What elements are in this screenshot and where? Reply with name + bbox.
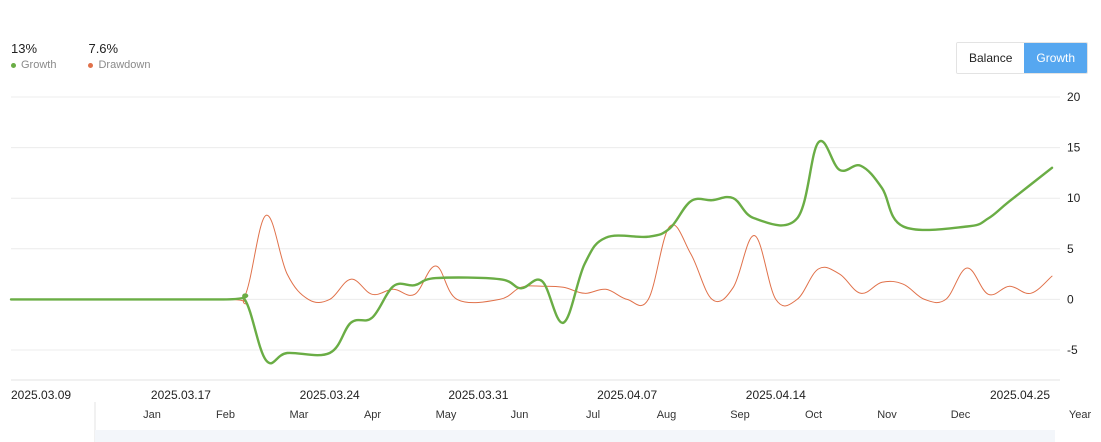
navigator-tick-label[interactable]: Mar <box>290 409 309 421</box>
navigator-tick-label[interactable]: Feb <box>216 409 235 421</box>
drawdown-dot-icon <box>88 62 94 68</box>
growth-series-line <box>9 139 1054 365</box>
growth-stat: 13% Growth <box>11 40 56 72</box>
balance-button[interactable]: Balance <box>957 43 1025 73</box>
navigator-tick-label[interactable]: Oct <box>805 409 822 421</box>
y-tick-label: 5 <box>1067 242 1074 256</box>
navigator-track <box>95 430 1055 442</box>
navigator-tick-label[interactable]: Aug <box>657 409 677 421</box>
x-tick-label: 2025.04.07 <box>597 388 657 402</box>
navigator-tick-label[interactable]: Nov <box>877 409 897 421</box>
growth-dot-icon <box>11 62 16 68</box>
y-tick-label: 0 <box>1067 292 1074 306</box>
growth-legend[interactable]: Growth <box>11 58 56 72</box>
navigator-tick-label[interactable]: May <box>436 409 457 421</box>
navigator-tick-label[interactable]: Dec <box>951 409 971 421</box>
drawdown-label: Drawdown <box>98 59 151 71</box>
growth-label: Growth <box>21 59 57 71</box>
navigator-tick-label[interactable]: Year <box>1069 409 1092 421</box>
navigator-tick-label[interactable]: Jul <box>586 409 600 421</box>
y-tick-label: -5 <box>1067 343 1078 357</box>
y-tick-label: 10 <box>1067 191 1081 205</box>
x-tick-label: 2025.04.25 <box>990 388 1050 402</box>
drawdown-legend[interactable]: Drawdown <box>88 58 150 72</box>
x-tick-label: 2025.03.09 <box>11 388 71 402</box>
drawdown-series-line <box>10 214 1053 307</box>
navigator-tick-label[interactable]: Jun <box>511 409 529 421</box>
chart-mode-toggle: Balance Growth <box>956 42 1089 74</box>
x-tick-label: 2025.03.17 <box>151 388 211 402</box>
growth-button[interactable]: Growth <box>1024 43 1088 73</box>
summary-stats: 13% Growth 7.6% Drawdown <box>11 40 150 72</box>
y-tick-label: 20 <box>1067 90 1081 104</box>
drawdown-value: 7.6% <box>88 41 119 56</box>
x-tick-label: 2025.04.14 <box>746 388 806 402</box>
navigator-tick-label[interactable]: Jan <box>143 409 161 421</box>
navigator-tick-label[interactable]: Apr <box>364 409 381 421</box>
navigator-tick-label[interactable]: Sep <box>730 409 750 421</box>
drawdown-stat: 7.6% Drawdown <box>88 40 150 72</box>
x-tick-label: 2025.03.24 <box>300 388 360 402</box>
y-tick-label: 15 <box>1067 141 1081 155</box>
growth-value: 13% <box>11 41 38 56</box>
x-tick-label: 2025.03.31 <box>448 388 508 402</box>
